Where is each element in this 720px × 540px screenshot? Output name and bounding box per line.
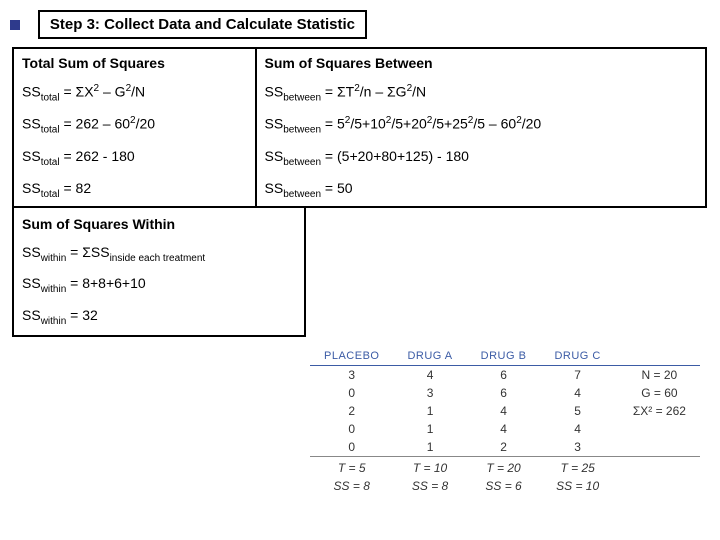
data-table: PLACEBO DRUG A DRUG B DRUG C 3467N = 20 … xyxy=(310,347,700,495)
ss-between-result: SSbetween = 50 xyxy=(256,174,706,207)
data-table-region: PLACEBO DRUG A DRUG B DRUG C 3467N = 20 … xyxy=(310,347,710,495)
ss-within-result: SSwithin = 32 xyxy=(14,301,304,333)
ss-between-calc1: SSbetween = 52/5+102/5+202/5+252/5 – 602… xyxy=(256,109,706,141)
ss-within-calc: SSwithin = 8+8+6+10 xyxy=(14,269,304,301)
within-header: Sum of Squares Within xyxy=(14,210,304,238)
ss-total-calc2: SStotal = 262 - 180 xyxy=(13,142,256,174)
within-box: Sum of Squares Within SSwithin = ΣSSinsi… xyxy=(12,206,306,337)
ss-total-formula: SStotal = ΣX2 – G2/N xyxy=(13,77,256,109)
col-drug-b: DRUG B xyxy=(467,347,541,366)
step-title: Step 3: Collect Data and Calculate Stati… xyxy=(38,10,367,39)
total-ss-header: Total Sum of Squares xyxy=(13,48,256,77)
ss-within-formula: SSwithin = ΣSSinside each treatment xyxy=(14,238,304,270)
ss-between-calc2: SSbetween = (5+20+80+125) - 180 xyxy=(256,142,706,174)
col-placebo: PLACEBO xyxy=(310,347,393,366)
side-n: N = 20 xyxy=(615,365,700,384)
ss-between-formula: SSbetween = ΣT2/n – ΣG2/N xyxy=(256,77,706,109)
sum-of-squares-table: Total Sum of Squares Sum of Squares Betw… xyxy=(12,47,707,208)
bullet-square xyxy=(10,20,20,30)
col-drug-c: DRUG C xyxy=(540,347,614,366)
ss-total-calc1: SStotal = 262 – 602/20 xyxy=(13,109,256,141)
between-ss-header: Sum of Squares Between xyxy=(256,48,706,77)
col-drug-a: DRUG A xyxy=(393,347,466,366)
side-g: G = 60 xyxy=(615,384,700,402)
ss-total-result: SStotal = 82 xyxy=(13,174,256,207)
side-sx: ΣX² = 262 xyxy=(615,402,700,420)
